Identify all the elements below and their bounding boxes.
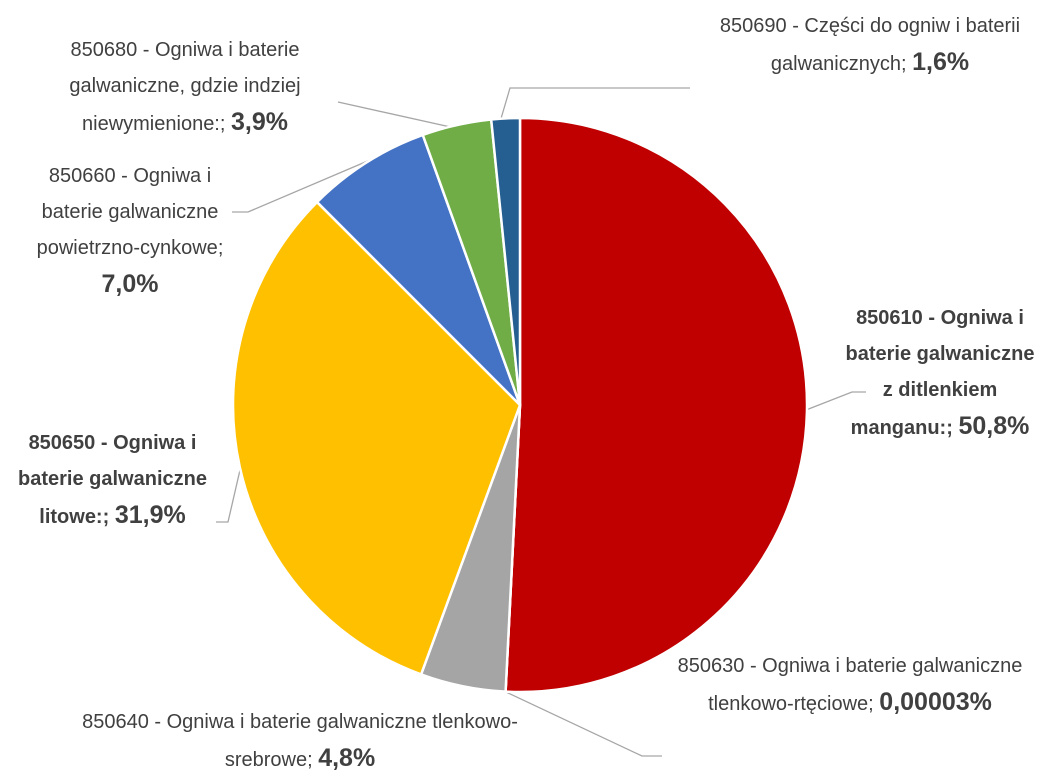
data-label: 850650 - Ogniwa i baterie galwaniczne li…: [18, 432, 207, 529]
data-label: 850610 - Ogniwa i baterie galwaniczne z …: [845, 307, 1035, 440]
pie-slice: [489, 116, 522, 407]
data-label: 850630 - Ogniwa i baterie galwaniczne tl…: [677, 655, 1023, 716]
data-label: 850680 - Ogniwa i baterie galwaniczne, g…: [69, 39, 301, 136]
leader-line: [499, 87, 690, 123]
leader-line: [232, 159, 371, 213]
data-label: 850690 - Części do ogniw i baterii galwa…: [719, 15, 1021, 76]
pie-slice: [231, 200, 522, 676]
leader-line: [805, 391, 866, 411]
data-label: 850660 - Ogniwa i baterie galwaniczne po…: [36, 165, 224, 298]
leader-line: [505, 691, 662, 757]
data-label: 850640 - Ogniwa i baterie galwaniczne tl…: [82, 711, 518, 772]
pie-slice: [504, 116, 809, 694]
leader-line: [337, 101, 456, 129]
leader-line: [216, 469, 241, 523]
pie-slice: [315, 133, 522, 407]
